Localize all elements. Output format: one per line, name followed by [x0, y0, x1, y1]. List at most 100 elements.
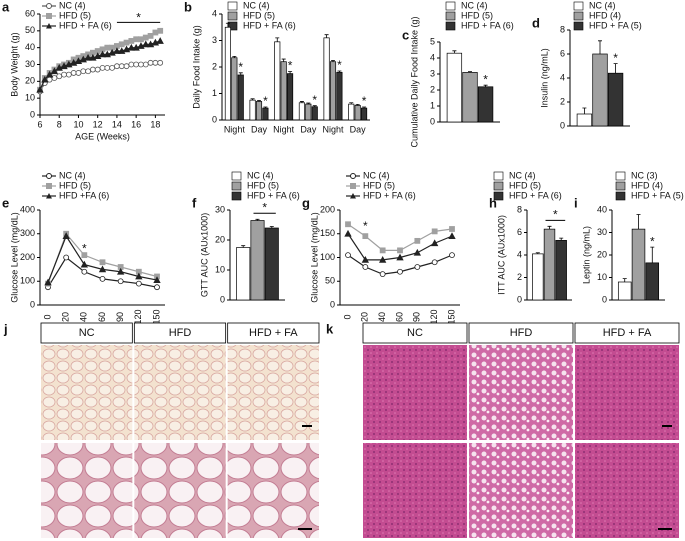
legend-marker [350, 173, 356, 179]
point [133, 61, 140, 68]
legend-label: NC (4) [461, 0, 488, 10]
legend-marker [46, 13, 52, 19]
legend-label: HFD + FA (6) [461, 20, 514, 30]
bar [348, 103, 355, 121]
bar [311, 106, 318, 121]
point [362, 264, 369, 270]
point [36, 85, 44, 93]
y-axis-label: Leptin (ng/mL) [581, 226, 591, 284]
micrograph [469, 443, 573, 538]
x-tick-label: 20 [360, 312, 370, 322]
error-bar [547, 225, 552, 230]
bar [592, 53, 608, 127]
point [414, 264, 421, 270]
x-tick-label: 120 [429, 309, 439, 324]
y-tick-label: 0 [30, 109, 35, 119]
y-axis-label: GTT AUC (AUx1000) [199, 213, 209, 297]
significance: * [337, 58, 342, 72]
point [123, 39, 130, 46]
y-tick-label: 40 [25, 42, 35, 52]
scale-bar [662, 425, 672, 427]
x-tick-label: 8 [57, 119, 62, 129]
error-bar [349, 102, 354, 105]
y-tick-label: 0 [602, 294, 607, 304]
significance: * [263, 94, 268, 108]
point [397, 268, 403, 275]
column-header [362, 322, 468, 344]
bracket-label: * [262, 200, 267, 214]
y-tick-label: 2 [430, 84, 435, 94]
error-bar [650, 246, 655, 263]
legend-label: HFD (5) [243, 10, 275, 20]
panel-letter: d [532, 15, 540, 30]
legend-swatch [573, 11, 584, 21]
legend-label: HFD (5) [59, 180, 91, 190]
legend-swatch [445, 1, 456, 11]
legend-label: HFD (5) [363, 180, 395, 190]
point [51, 75, 58, 81]
legend-swatch [615, 181, 626, 191]
point [118, 41, 125, 48]
point [41, 75, 49, 83]
legend-label: HFD (5) [247, 180, 279, 190]
legend-marker [350, 183, 356, 189]
y-tick-label: 10 [25, 93, 35, 103]
error-bar [263, 106, 268, 109]
y-tick-label: 4 [517, 249, 522, 259]
error-bar [281, 58, 286, 62]
panel-letter: h [489, 195, 497, 210]
y-tick-label: 0 [517, 294, 522, 304]
y-tick-label: 20 [597, 249, 607, 259]
bar [262, 107, 269, 121]
point [147, 32, 154, 39]
x-tick-label: 12 [93, 119, 103, 129]
y-tick-label: 3 [430, 68, 435, 78]
legend-label: HFD (4) [589, 10, 621, 20]
legend-marker [46, 173, 52, 179]
error-bar [269, 226, 274, 228]
point [81, 268, 88, 275]
point [127, 43, 136, 51]
x-tick-label: Night [224, 124, 246, 134]
significance: * [483, 72, 488, 86]
point [61, 71, 67, 78]
y-tick-label: 200 [20, 252, 35, 262]
bar [298, 102, 305, 121]
legend-swatch [615, 191, 626, 201]
point [94, 66, 101, 73]
error-bar [257, 99, 261, 102]
legend-swatch [231, 171, 242, 181]
point [147, 59, 154, 66]
y-tick-label: 40 [597, 204, 607, 214]
micrograph [363, 443, 467, 538]
x-tick-label: 0 [342, 314, 352, 319]
error-bar [337, 70, 342, 73]
point [45, 70, 54, 78]
bar [446, 52, 463, 123]
significance: * [650, 234, 655, 248]
legend-swatch [615, 171, 626, 181]
point [157, 59, 164, 66]
y-tick-label: 6 [517, 227, 522, 237]
y-tick-label: 30 [25, 59, 35, 69]
y-tick-label: 10 [597, 272, 607, 282]
y-tick-label: 50 [25, 25, 35, 35]
point [80, 260, 89, 268]
error-bar [355, 103, 360, 106]
point [85, 68, 91, 75]
legend-label: HFD (5) [509, 180, 541, 190]
y-tick-label: 1 [212, 88, 217, 98]
significance: * [238, 60, 243, 74]
y-tick-label: 150 [320, 228, 335, 238]
y-tick-label: 10 [215, 264, 225, 274]
bar [361, 107, 368, 121]
x-tick-label: 14 [112, 119, 122, 129]
y-tick-label: 8 [517, 204, 522, 214]
point [345, 221, 351, 228]
legend-label: HFD + FA (6) [243, 20, 296, 30]
legend-label: HFD + FA (5) [589, 20, 642, 30]
point [62, 232, 70, 240]
bar [477, 86, 494, 123]
y-tick-label: 0 [330, 299, 335, 309]
